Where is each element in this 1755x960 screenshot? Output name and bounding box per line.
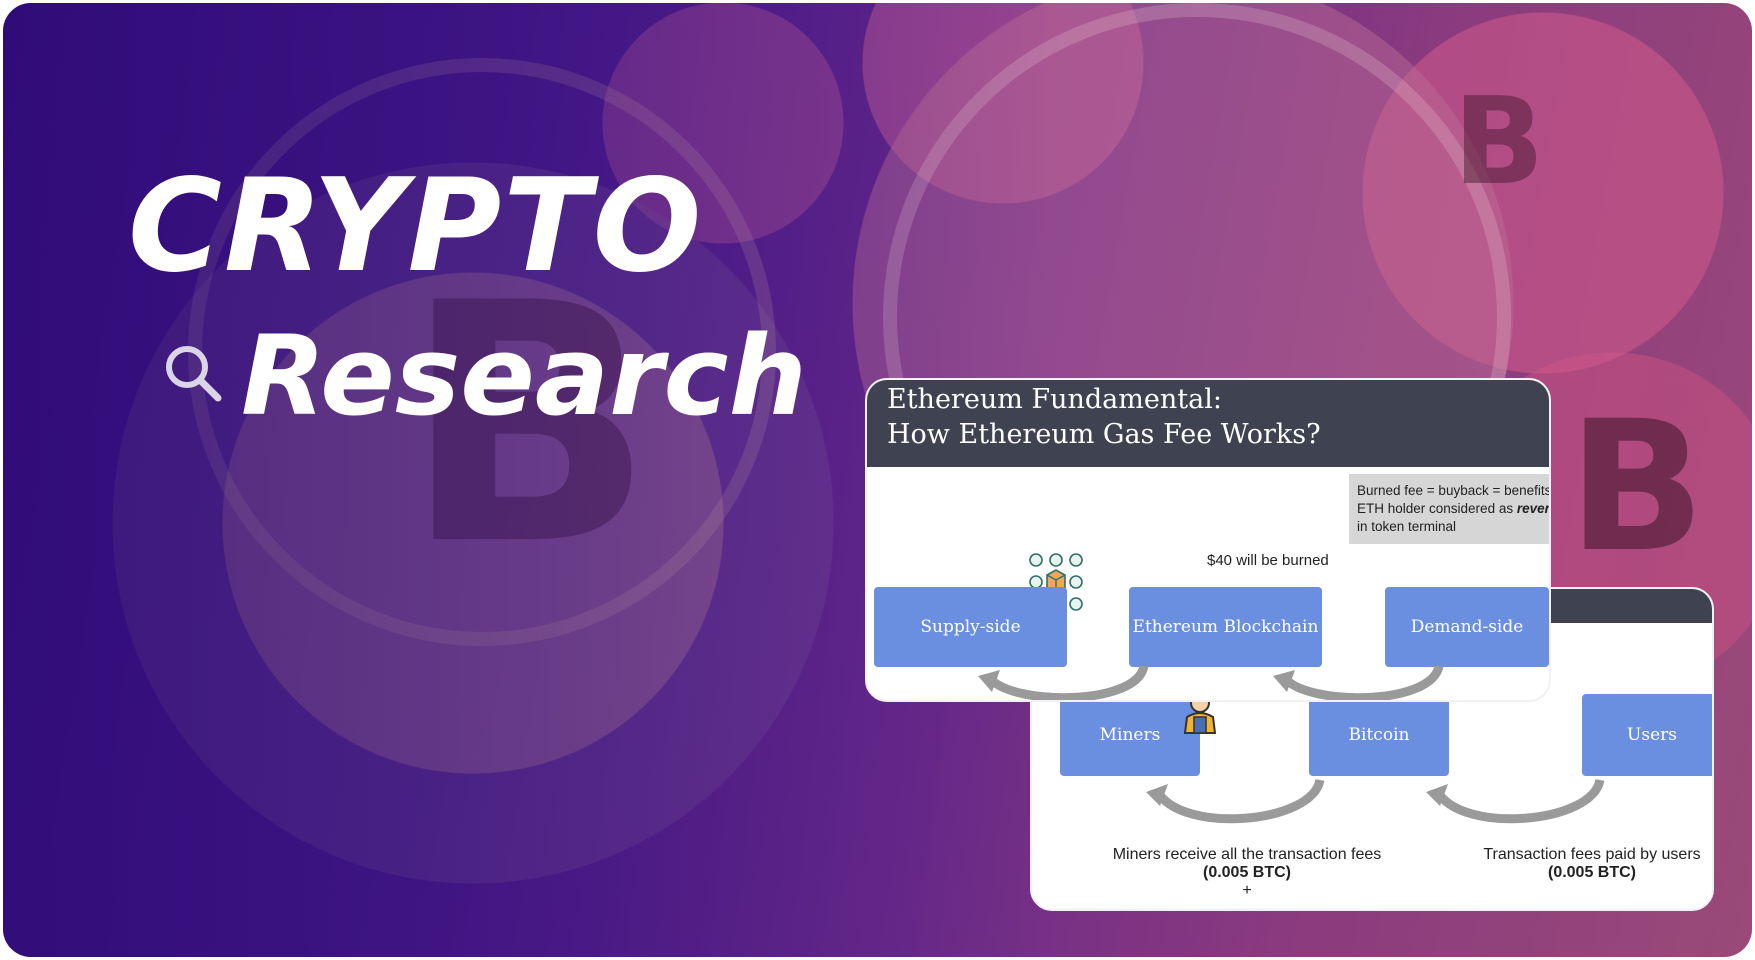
search-icon bbox=[166, 346, 222, 402]
note-line: Burned fee = buyback = benefits bbox=[1357, 483, 1549, 498]
card-title-line: Ethereum Fundamental: bbox=[887, 384, 1222, 415]
note-line: ETH holder considered as reven bbox=[1357, 500, 1549, 518]
caption-text: Transaction fees paid by users bbox=[1483, 846, 1701, 863]
note-line: in token terminal bbox=[1357, 519, 1457, 534]
card-title: Ethereum Fundamental: How Ethereum Gas F… bbox=[887, 382, 1321, 452]
burned-fee-note: Burned fee = buyback = benefits ETH hold… bbox=[1349, 474, 1549, 544]
card-title-line: How Ethereum Gas Fee Works? bbox=[887, 419, 1321, 450]
demand-side-box: Demand-side bbox=[1385, 587, 1549, 667]
ethereum-gas-fee-card: Ethereum Fundamental: How Ethereum Gas F… bbox=[865, 378, 1551, 702]
hero-title-research: Research bbox=[241, 312, 807, 440]
burn-amount-label: $40 will be burned bbox=[1207, 552, 1329, 569]
ethereum-blockchain-box: Ethereum Blockchain bbox=[1129, 587, 1322, 667]
note-text: ETH holder considered as bbox=[1357, 501, 1517, 516]
flow-arrow bbox=[1273, 666, 1444, 700]
card-header: Ethereum Fundamental: How Ethereum Gas F… bbox=[867, 380, 1549, 467]
flow-arrow bbox=[978, 666, 1149, 700]
caption-text: Miners receive all the transaction fees bbox=[1112, 846, 1382, 863]
users-box: Users bbox=[1582, 694, 1712, 776]
plus-sign: + bbox=[1242, 882, 1252, 899]
note-emphasis: reven bbox=[1516, 501, 1549, 516]
supply-side-box: Supply-side bbox=[874, 587, 1067, 667]
bitcoin-box: Bitcoin bbox=[1309, 694, 1449, 776]
miners-box: Miners bbox=[1060, 694, 1200, 776]
fee-amount: (0.005 BTC) bbox=[1202, 864, 1292, 881]
flow-arrow bbox=[1426, 778, 1605, 824]
flow-arrow bbox=[1146, 778, 1325, 824]
users-fee-caption: Transaction fees paid by users (0.005 BT… bbox=[1472, 846, 1712, 882]
hero-title-crypto: CRYPTO bbox=[128, 152, 704, 301]
miners-fee-caption: Miners receive all the transaction fees … bbox=[1102, 846, 1392, 900]
fee-amount: (0.005 BTC) bbox=[1547, 864, 1637, 881]
